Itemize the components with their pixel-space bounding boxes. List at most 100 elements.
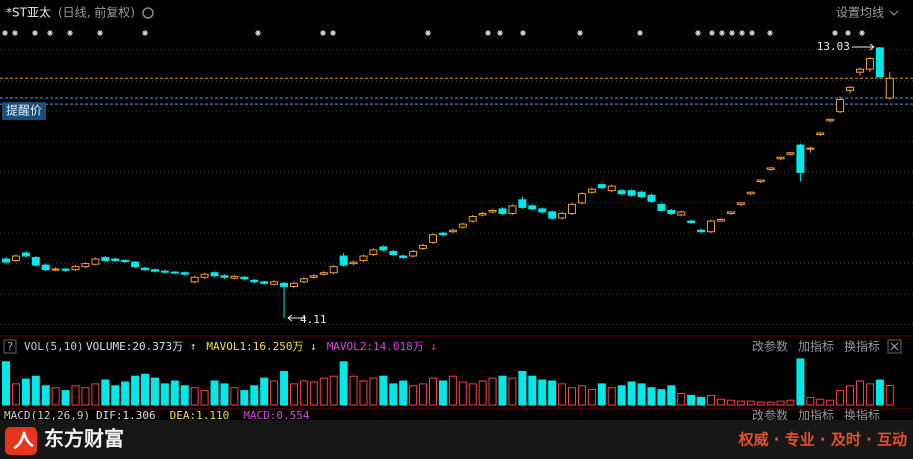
- candle-body: [786, 152, 795, 155]
- event-marker: [767, 30, 773, 36]
- volume-bar: [448, 375, 457, 406]
- candle-body: [756, 179, 765, 183]
- volume-bar: [458, 381, 467, 406]
- volume-bar: [508, 377, 517, 406]
- panel-button[interactable]: 换指标: [844, 408, 880, 423]
- candle-body: [548, 211, 557, 219]
- volume-bar: [160, 383, 169, 406]
- candle-body: [538, 208, 547, 213]
- volume-bar: [419, 383, 428, 406]
- volume-bar: [51, 387, 60, 406]
- event-marker: [97, 30, 103, 36]
- close-icon: [890, 342, 899, 351]
- event-marker: [425, 30, 431, 36]
- settings-button[interactable]: 设置均线: [836, 6, 884, 20]
- candle-body: [875, 47, 884, 78]
- volume-bar: [716, 398, 725, 406]
- candle-body: [289, 282, 298, 287]
- slogan: 权威 · 专业 · 及时 · 互动: [738, 431, 907, 449]
- volume-bar: [637, 383, 646, 406]
- candle-body: [568, 203, 577, 214]
- volume-bar: [309, 381, 318, 406]
- candle-body: [280, 282, 289, 287]
- candle-body: [200, 273, 209, 278]
- event-marker: [485, 30, 491, 36]
- low-annotation: 4.11: [300, 313, 327, 326]
- close-box[interactable]: [887, 339, 902, 354]
- alert-label: 提醒价: [6, 103, 42, 118]
- volume-bar: [726, 399, 735, 406]
- volume-bar: [409, 385, 418, 406]
- candle-body: [250, 279, 259, 283]
- volume-bar: [558, 383, 567, 406]
- volume-bar: [776, 400, 785, 406]
- volume-bar: [746, 400, 755, 406]
- candle-body: [816, 132, 825, 135]
- candle-body: [111, 258, 120, 262]
- candle-body: [796, 144, 805, 173]
- volume-bar: [548, 380, 557, 406]
- volume-bar: [289, 383, 298, 406]
- candle-body: [399, 255, 408, 259]
- event-marker: [637, 30, 643, 36]
- candle-body: [528, 205, 537, 210]
- volume-bar: [647, 387, 656, 406]
- low-arrow: [287, 314, 307, 322]
- candle-body: [329, 266, 338, 274]
- candle-body: [657, 203, 666, 211]
- candle-body: [299, 278, 308, 283]
- candle-body: [577, 193, 586, 204]
- event-marker: [845, 30, 851, 36]
- candle-body: [240, 276, 249, 280]
- event-marker: [719, 30, 725, 36]
- volume-bar: [528, 375, 537, 406]
- panel-button[interactable]: 加指标: [798, 339, 834, 354]
- panel-button[interactable]: 换指标: [844, 339, 880, 354]
- volume-bar: [538, 379, 547, 406]
- event-marker: [859, 30, 865, 36]
- volume-indicator: VOLUME:20.373万 ↑: [86, 340, 196, 353]
- high-arrow: [851, 43, 875, 51]
- volume-bar: [766, 401, 775, 406]
- volume-bar: [379, 375, 388, 406]
- candle-body: [369, 249, 378, 255]
- volume-bar: [518, 370, 527, 406]
- event-marker: [32, 30, 38, 36]
- event-marker: [520, 30, 526, 36]
- candle-body: [468, 216, 477, 222]
- volume-bar: [31, 375, 40, 406]
- chart-subtitle: (日线, 前复权): [58, 5, 135, 20]
- volume-bar: [329, 375, 338, 406]
- candle-body: [677, 211, 686, 216]
- volume-bar: [816, 398, 825, 406]
- candle-body: [419, 244, 428, 249]
- candle-body: [21, 252, 30, 257]
- volume-bar: [111, 385, 120, 406]
- candle-body: [359, 255, 368, 262]
- candle-body: [309, 275, 318, 278]
- help-icon[interactable]: ?: [7, 340, 14, 353]
- candle-body: [726, 211, 735, 214]
- volume-panel-name: VOL(5,10): [24, 340, 84, 353]
- candle-body: [379, 246, 388, 251]
- candle-body: [697, 229, 706, 233]
- candle-body: [230, 275, 239, 279]
- volume-bar: [180, 385, 189, 406]
- panel-button[interactable]: 加指标: [798, 408, 834, 423]
- candle-body: [51, 268, 60, 271]
- panel-button[interactable]: 改参数: [752, 339, 788, 354]
- volume-bar: [607, 387, 616, 406]
- event-marker: [577, 30, 583, 36]
- volume-bar: [299, 380, 308, 406]
- event-marker: [832, 30, 838, 36]
- event-marker: [2, 30, 8, 36]
- help-box[interactable]: [3, 339, 17, 354]
- volume-bar: [270, 380, 279, 406]
- panel-button[interactable]: 改参数: [752, 408, 788, 423]
- volume-bar: [786, 399, 795, 406]
- volume-bar: [240, 390, 249, 406]
- volume-bar: [756, 401, 765, 406]
- brand-name: 东方财富: [44, 427, 124, 451]
- volume-bar: [687, 394, 696, 406]
- settings-gear[interactable]: [142, 7, 154, 19]
